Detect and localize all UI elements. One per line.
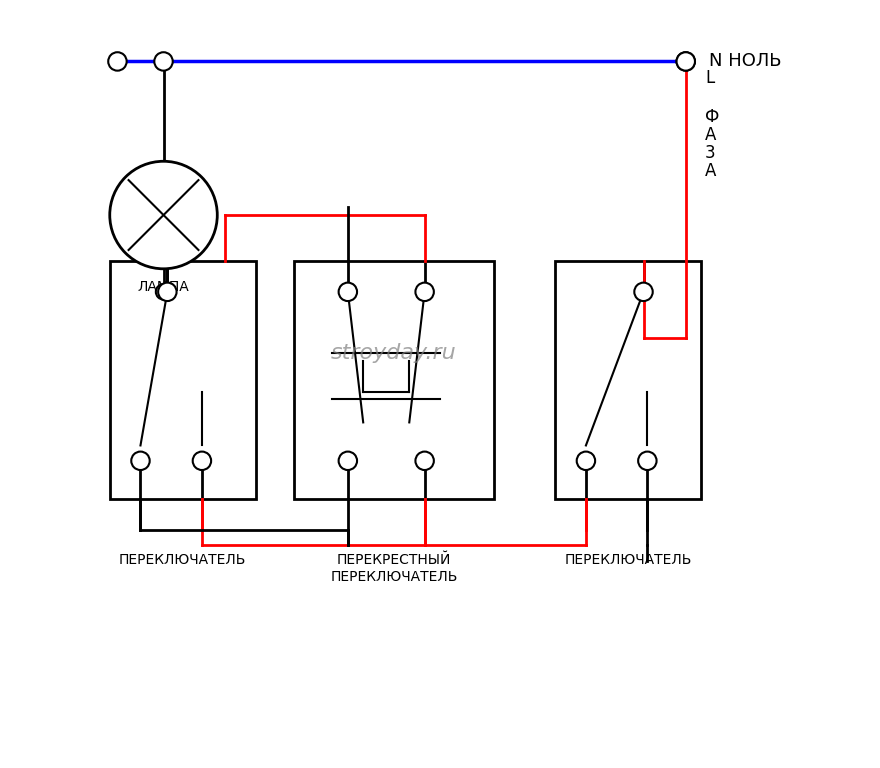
- Circle shape: [638, 452, 656, 470]
- Text: ПЕРЕКРЕСТНЫЙ
ПЕРЕКЛЮЧАТЕЛЬ: ПЕРЕКРЕСТНЫЙ ПЕРЕКЛЮЧАТЕЛЬ: [330, 553, 458, 584]
- Circle shape: [634, 283, 653, 301]
- Text: N НОЛЬ: N НОЛЬ: [708, 52, 781, 71]
- Text: ПЕРЕКЛЮЧАТЕЛЬ: ПЕРЕКЛЮЧАТЕЛЬ: [564, 553, 692, 567]
- Circle shape: [677, 52, 695, 71]
- Circle shape: [339, 283, 357, 301]
- Bar: [555, 261, 701, 499]
- Circle shape: [131, 452, 150, 470]
- Circle shape: [576, 452, 595, 470]
- Circle shape: [156, 284, 172, 300]
- Circle shape: [339, 452, 357, 470]
- Circle shape: [415, 283, 434, 301]
- Circle shape: [158, 283, 177, 301]
- Text: ПЕРЕКЛЮЧАТЕЛЬ: ПЕРЕКЛЮЧАТЕЛЬ: [119, 553, 246, 567]
- Text: Ф
А
3
А: Ф А 3 А: [705, 108, 719, 180]
- Text: stroyday.ru: stroyday.ru: [331, 343, 457, 363]
- Circle shape: [677, 52, 695, 71]
- Text: ЛАМПА: ЛАМПА: [137, 280, 189, 294]
- Circle shape: [110, 161, 217, 269]
- Circle shape: [108, 52, 127, 71]
- Bar: [294, 261, 494, 499]
- Circle shape: [193, 452, 211, 470]
- Circle shape: [154, 52, 172, 71]
- Text: L: L: [705, 69, 715, 87]
- Bar: [110, 261, 256, 499]
- Circle shape: [415, 452, 434, 470]
